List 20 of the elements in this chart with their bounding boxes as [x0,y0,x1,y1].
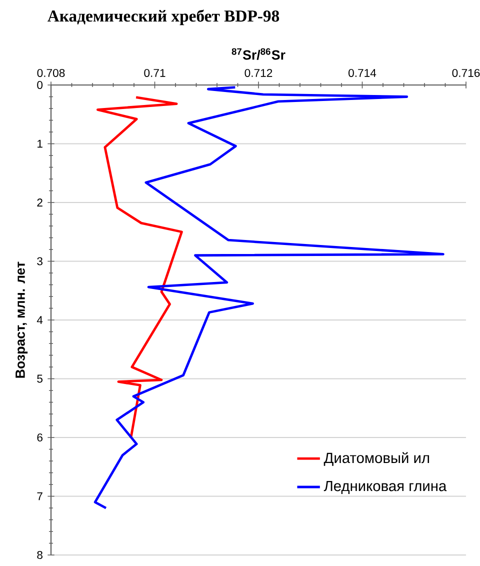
y-tick-label: 1 [38,140,42,148]
x-tick-label: 0.71 [144,68,166,77]
y-tick-label: 5 [37,374,43,383]
y-tick-label: 3 [37,257,42,266]
legend-label: Ледниковая глина [324,480,447,494]
chart-title: Академический хребет BDP-98 [48,10,280,26]
x-tick-label: 0.712 [244,68,272,77]
y-tick-label: 4 [36,316,43,324]
x-tick-label: 0.708 [37,68,65,77]
y-axis-title: Возраст, млн. лет [16,262,28,378]
x-tick-label: 0.716 [452,68,480,77]
y-tick-label: 8 [37,551,42,560]
y-tick-label: 0 [37,80,43,90]
x-tick-label: 0.714 [348,68,376,77]
legend-label: Диатомовый ил [324,452,430,466]
x-axis-title: $^{87}$Sr/$^{86}$Sr [232,48,286,60]
y-tick-label: 6 [37,433,42,442]
y-tick-label: 2 [37,198,42,206]
y-tick-label: 7 [37,492,42,500]
line-series [96,96,183,440]
